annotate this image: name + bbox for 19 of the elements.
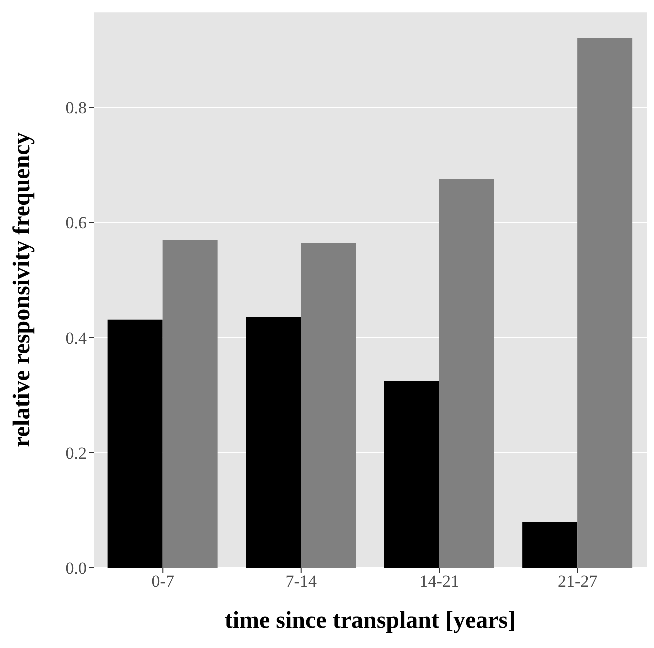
y-tick-label: 0.2 (66, 444, 87, 463)
bar (162, 240, 218, 568)
y-tick-label: 0.8 (66, 98, 87, 118)
bar (384, 380, 440, 568)
bar (108, 320, 163, 568)
x-tick-label: 7-14 (286, 572, 318, 592)
x-axis-title: time since transplant [years] (224, 608, 516, 634)
y-axis-title: relative responsivity frequency (10, 132, 36, 448)
bar (578, 38, 633, 568)
bar (301, 243, 356, 568)
y-tick-label: 0.0 (66, 559, 87, 578)
bar (246, 317, 302, 568)
x-tick-label: 14-21 (420, 572, 460, 592)
y-tick-label: 0.4 (66, 328, 88, 348)
bar (439, 179, 494, 568)
x-tick-label: 21-27 (558, 572, 598, 592)
y-tick-label: 0.6 (66, 214, 87, 233)
x-tick-label: 0-7 (152, 572, 175, 592)
bar (522, 522, 578, 568)
